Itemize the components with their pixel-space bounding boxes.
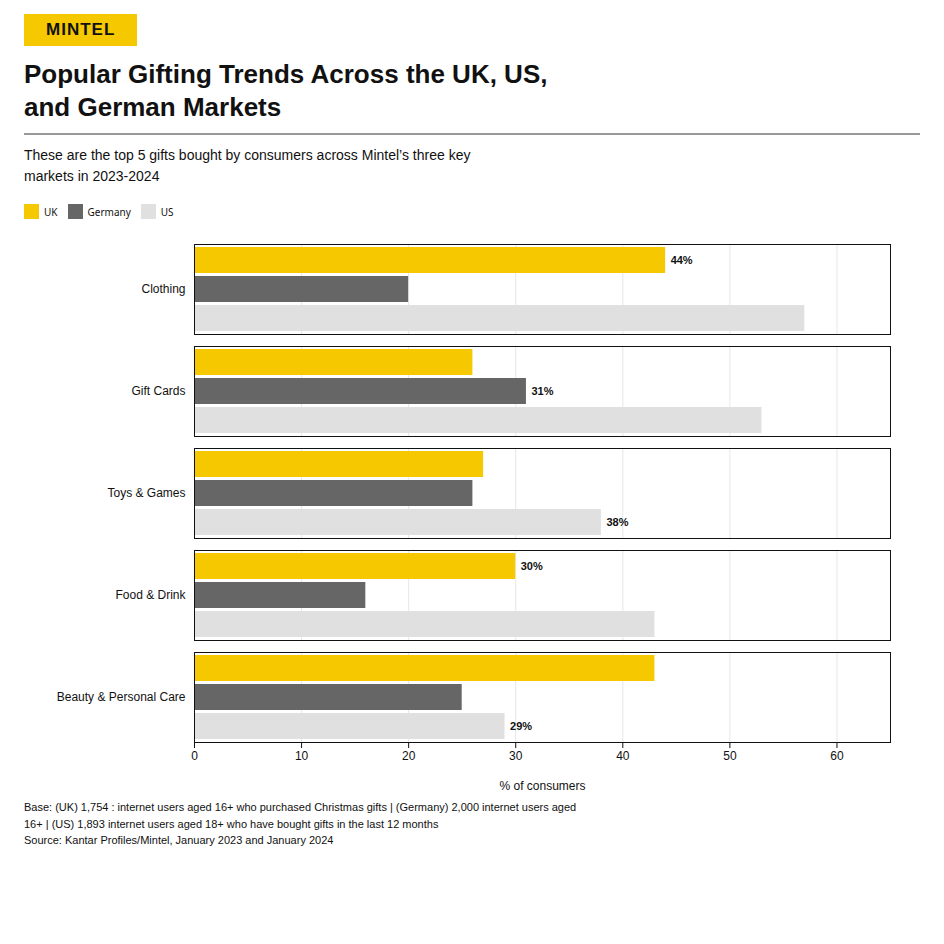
svg-text:10: 10: [295, 749, 309, 763]
svg-text:31%: 31%: [531, 385, 553, 397]
html-text:These are the top 5 gifts boug: These are the top 5 gifts bought by cons…: [24, 147, 471, 184]
svg-text:50: 50: [723, 749, 737, 763]
svg-text:Beauty & Personal Care: Beauty & Personal Care: [57, 690, 186, 704]
svg-text:Gift Cards: Gift Cards: [131, 384, 185, 398]
svg-text:29%: 29%: [510, 720, 532, 732]
svg-text:20: 20: [402, 749, 416, 763]
html-text:MINTEL: MINTEL: [46, 20, 116, 39]
svg-text:44%: 44%: [671, 254, 693, 266]
svg-text:30: 30: [509, 749, 523, 763]
svg-text:40: 40: [616, 749, 630, 763]
svg-text:% of consumers: % of consumers: [499, 779, 585, 793]
html-text:Base: (UK) 1,754 : internet us: Base: (UK) 1,754 : internet users aged 1…: [24, 801, 577, 846]
svg-text:Clothing: Clothing: [141, 282, 185, 296]
html-text:Popular Gifting Trends Across: Popular Gifting Trends Across the UK, US…: [24, 59, 548, 122]
svg-text:38%: 38%: [606, 516, 628, 528]
svg-text:0: 0: [191, 749, 198, 763]
svg-text:Toys & Games: Toys & Games: [107, 486, 185, 500]
html-text:Germany: Germany: [87, 204, 131, 219]
svg-text:60: 60: [830, 749, 844, 763]
svg-text:30%: 30%: [521, 560, 543, 572]
html-text:US: US: [160, 204, 174, 219]
svg-text:Food & Drink: Food & Drink: [115, 588, 186, 602]
html-text:UK: UK: [44, 204, 58, 219]
